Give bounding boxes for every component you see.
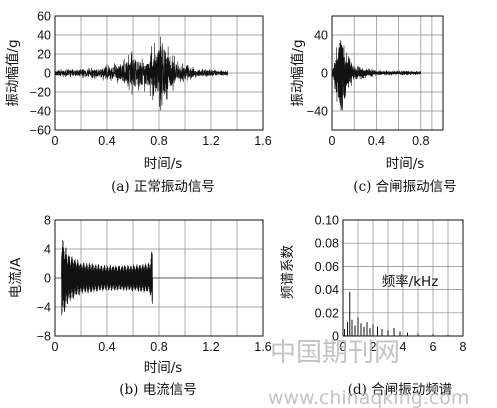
watermark: 中国期刊网 www.chinaqking.com	[268, 338, 469, 408]
panel-d-y-label: 频谱系数	[280, 245, 296, 299]
panel-c-y-ticks: −40 0 40	[307, 29, 328, 119]
panel-a-frame	[54, 15, 264, 131]
y-tick-label: 0.08	[315, 237, 339, 251]
x-tick-label: 1.6	[254, 340, 271, 354]
x-tick-label: 0.8	[150, 340, 167, 354]
y-tick-label: 40	[37, 29, 51, 43]
panel-b-x-label: 时间/s	[144, 360, 183, 376]
y-tick-label: 0.10	[315, 214, 339, 228]
x-tick-label: 0	[52, 340, 59, 354]
x-tick-label: 1.6	[254, 134, 271, 148]
series-line-c	[331, 39, 422, 111]
watermark-text-cn: 中国期刊网	[270, 338, 400, 368]
x-tick-label: 2	[370, 340, 377, 354]
panel-b-caption: (b) 电流信号	[119, 382, 196, 398]
panel-a-caption: (a) 正常振动信号	[111, 179, 215, 195]
y-tick-label: 40	[314, 29, 328, 43]
y-tick-label: −20	[30, 86, 51, 100]
panel-a-y-label: 振动幅值/g	[5, 39, 21, 106]
panel-a-series	[54, 36, 229, 111]
series-line-b	[55, 239, 263, 316]
x-tick-label: 0	[329, 134, 336, 148]
y-tick-label: −60	[30, 124, 51, 138]
panel-d-caption: (d) 合闸振动频谱	[348, 382, 452, 398]
y-tick-label: 8	[44, 214, 51, 228]
y-tick-label: 0	[44, 67, 51, 81]
y-tick-label: 60	[37, 10, 51, 24]
panel-c-closing-vibration: −40 0 40 0 0.4 0.8 时间/s 振动幅值/g (c) 合闸振动信号	[290, 15, 457, 195]
panel-c-x-ticks: 0 0.4 0.8	[329, 134, 430, 148]
y-tick-label: −4	[37, 301, 51, 315]
x-tick-label: 0.8	[412, 134, 429, 148]
y-tick-label: 20	[37, 48, 51, 62]
x-tick-label: 0.8	[150, 134, 167, 148]
y-tick-label: 0.04	[315, 283, 339, 297]
y-tick-label: 0	[332, 330, 339, 344]
x-tick-label: 6	[430, 340, 437, 354]
panel-a-normal-vibration: −60 −40 −20 0 20 40 60 0 0.4 0.8 1.2 1.6 时间/s 振动幅值…	[5, 10, 272, 196]
panel-b-y-ticks: −8 −4 0 4 8	[37, 214, 51, 344]
panel-a-x-label: 时间/s	[144, 156, 183, 172]
panel-a-x-ticks: 0 0.4 0.8 1.2 1.6	[52, 134, 272, 148]
panel-d-x-ticks: 0 2 4 6 8	[340, 340, 467, 354]
panel-b-current: −8 −4 0 4 8 0 0.4 0.8 1.2 1.6 时间/s 电流/A (b) 电流信号	[8, 214, 272, 399]
x-tick-label: 0	[52, 134, 59, 148]
y-tick-label: 0	[44, 272, 51, 286]
panel-d-frame	[342, 219, 464, 337]
x-tick-label: 0.4	[368, 134, 385, 148]
panel-d-y-ticks: 0 0.02 0.04 0.06 0.08 0.10	[315, 214, 339, 344]
x-tick-label: 0.4	[98, 134, 115, 148]
panel-b-series	[55, 239, 263, 316]
panel-b-y-label: 电流/A	[8, 257, 24, 299]
y-tick-label: 0.02	[315, 306, 339, 320]
y-tick-label: −40	[307, 105, 328, 119]
y-tick-label: 4	[44, 243, 51, 257]
y-tick-label: −40	[30, 105, 51, 119]
x-tick-label: 8	[460, 340, 467, 354]
panel-b-x-ticks: 0 0.4 0.8 1.2 1.6	[52, 340, 272, 354]
watermark-text-url: www.chinaqking.com	[268, 387, 469, 408]
x-tick-label: 0	[340, 340, 347, 354]
panel-d-grid	[343, 220, 463, 336]
panel-c-y-label: 振动幅值/g	[290, 39, 306, 106]
x-tick-label: 0.4	[98, 340, 115, 354]
x-tick-label: 1.2	[202, 340, 219, 354]
y-tick-label: −8	[37, 330, 51, 344]
x-tick-label: 4	[400, 340, 407, 354]
panel-a-y-ticks: −60 −40 −20 0 20 40 60	[30, 10, 51, 138]
panel-c-x-label: 时间/s	[386, 156, 425, 172]
panel-b-frame	[54, 219, 264, 337]
panel-d-series	[344, 291, 449, 336]
y-tick-label: 0.06	[315, 260, 339, 274]
panel-c-caption: (c) 合闸振动信号	[353, 179, 456, 195]
panel-d-x-label: 频率/kHz	[382, 273, 439, 290]
x-tick-label: 1.2	[202, 134, 219, 148]
y-tick-label: 0	[321, 67, 328, 81]
series-line-a	[54, 36, 229, 111]
panel-c-series	[331, 39, 422, 111]
panel-c-frame	[331, 15, 444, 131]
